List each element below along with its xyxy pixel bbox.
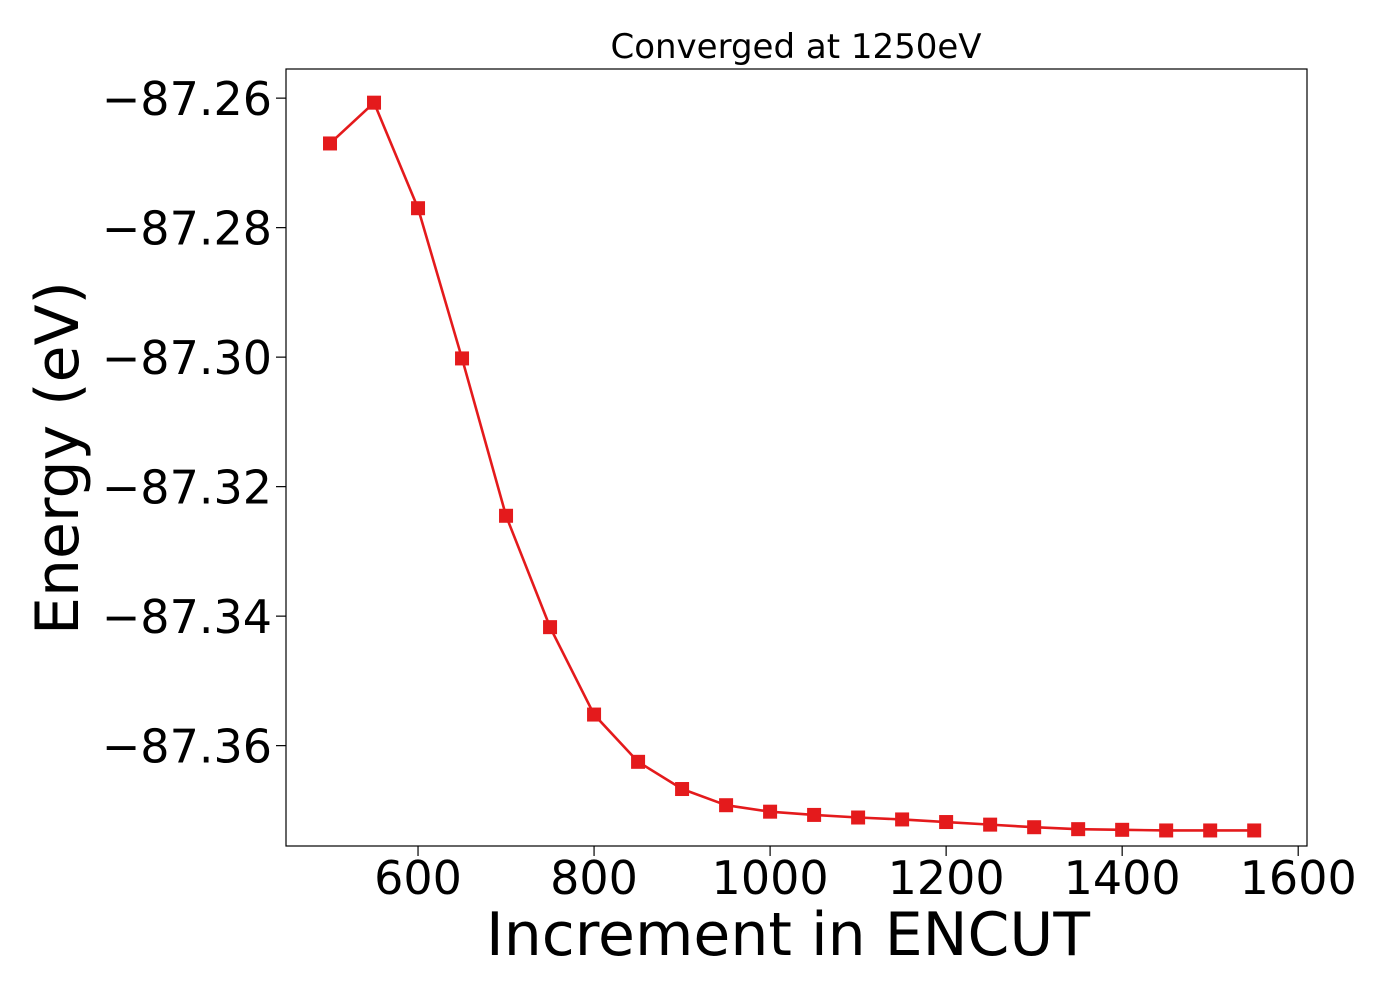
data-point-marker: [499, 508, 514, 523]
x-axis: 600 800 1000 1200 1400 1600: [374, 846, 1357, 905]
chart-title: Converged at 1250eV: [610, 27, 981, 67]
data-point-marker: [323, 136, 338, 151]
series-line: [328, 101, 1256, 832]
series-layer: [323, 95, 1262, 838]
x-tick-label: 1600: [1240, 851, 1357, 905]
y-tick-label: −87.34: [102, 590, 272, 644]
data-point-marker: [939, 815, 954, 830]
data-point-marker: [895, 812, 910, 827]
y-tick-label: −87.32: [102, 461, 272, 515]
x-tick-label: 1200: [888, 851, 1005, 905]
data-point-marker: [1203, 823, 1218, 838]
data-point-marker: [367, 95, 382, 110]
data-point-marker: [1115, 822, 1130, 837]
plot-area-frame: [285, 68, 1308, 847]
data-point-marker: [455, 351, 470, 366]
data-point-marker: [631, 754, 646, 769]
data-point-marker: [1159, 823, 1174, 838]
x-tick-label: 800: [550, 851, 638, 905]
x-axis-title: Increment in ENCUT: [486, 900, 1090, 970]
y-tick-label: −87.26: [102, 72, 272, 126]
data-point-marker: [719, 798, 734, 813]
data-point-marker: [587, 707, 602, 722]
y-axis-title: Energy (eV): [23, 281, 93, 635]
data-point-marker: [675, 782, 690, 797]
data-point-marker: [543, 620, 558, 635]
data-point-marker: [851, 810, 866, 825]
data-point-marker: [763, 804, 778, 819]
data-point-marker: [983, 817, 998, 832]
y-tick-label: −87.28: [102, 202, 272, 256]
y-axis: −87.26 −87.28 −87.30 −87.32 −87.34 −87.36: [102, 72, 286, 774]
y-tick-label: −87.30: [102, 331, 272, 385]
y-tick-label: −87.36: [102, 720, 272, 774]
x-tick-label: 600: [374, 851, 462, 905]
data-point-marker: [1027, 820, 1042, 835]
data-point-marker: [411, 201, 426, 216]
data-point-marker: [807, 807, 822, 822]
x-tick-label: 1000: [712, 851, 829, 905]
data-point-marker: [1247, 823, 1262, 838]
x-tick-label: 1400: [1064, 851, 1181, 905]
data-point-marker: [1071, 822, 1086, 837]
